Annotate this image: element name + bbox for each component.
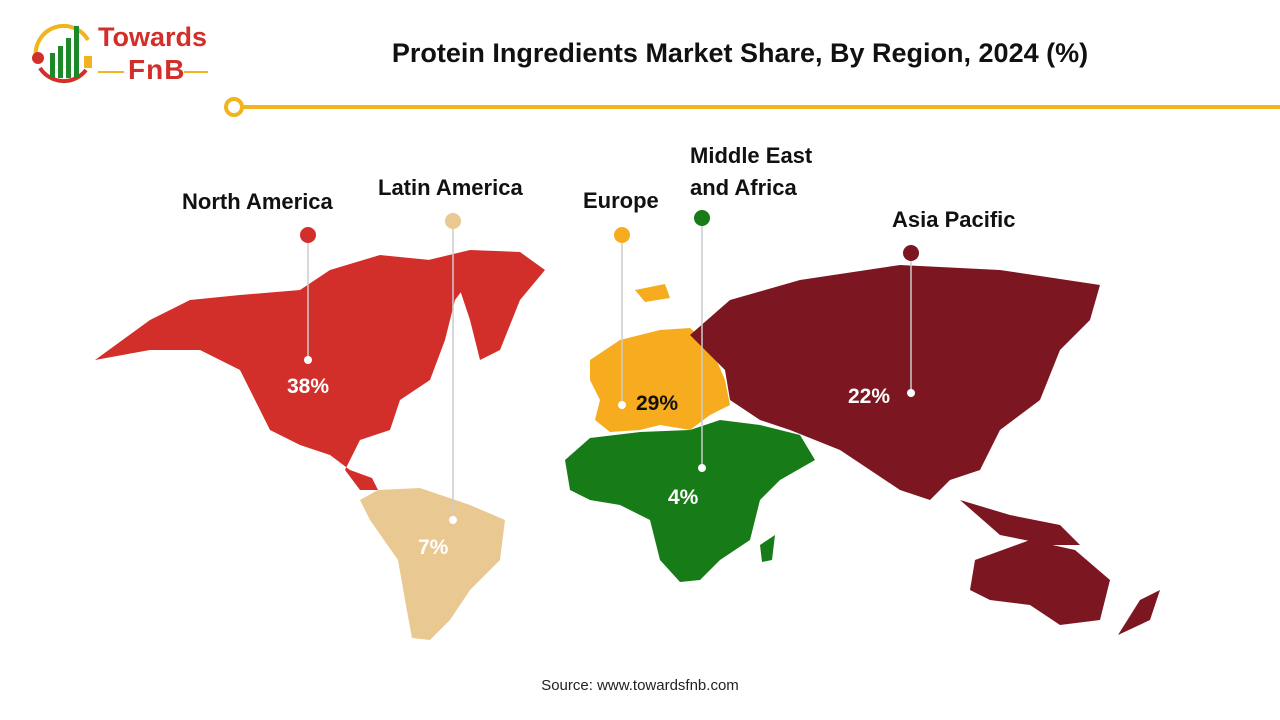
label-latin-america: Latin America xyxy=(378,175,523,200)
logo-divider xyxy=(184,71,208,73)
logo-divider xyxy=(98,71,124,73)
logo xyxy=(28,18,218,88)
label-mea-line1: Middle East xyxy=(690,143,813,168)
label-asia-pacific: Asia Pacific xyxy=(892,207,1016,232)
region-middle-east-africa[interactable] xyxy=(565,420,815,582)
value-latin-america: 7% xyxy=(418,536,449,559)
value-europe: 29% xyxy=(636,392,679,415)
logo-text-towards: Towards xyxy=(98,22,208,52)
label-europe: Europe xyxy=(583,188,659,213)
logo-icon xyxy=(32,23,92,84)
region-asia-pacific[interactable] xyxy=(690,265,1160,635)
leader-lines xyxy=(307,219,912,520)
value-asia-pacific: 22% xyxy=(848,385,891,408)
region-north-america[interactable] xyxy=(95,250,545,490)
label-mea-line2: and Africa xyxy=(690,175,797,200)
title-rule-dot xyxy=(224,97,244,117)
label-north-america: North America xyxy=(182,189,333,214)
title-rule xyxy=(243,105,1280,109)
value-mea: 4% xyxy=(668,486,699,509)
page-title: Protein Ingredients Market Share, By Reg… xyxy=(391,38,1089,68)
region-europe[interactable] xyxy=(590,284,730,432)
value-north-america: 38% xyxy=(287,375,330,398)
source-note: Source: www.towardsfnb.com xyxy=(541,677,739,694)
marker-dots xyxy=(300,210,919,524)
region-latin-america[interactable] xyxy=(360,488,505,640)
logo-text-fnb: FnB xyxy=(128,54,186,85)
